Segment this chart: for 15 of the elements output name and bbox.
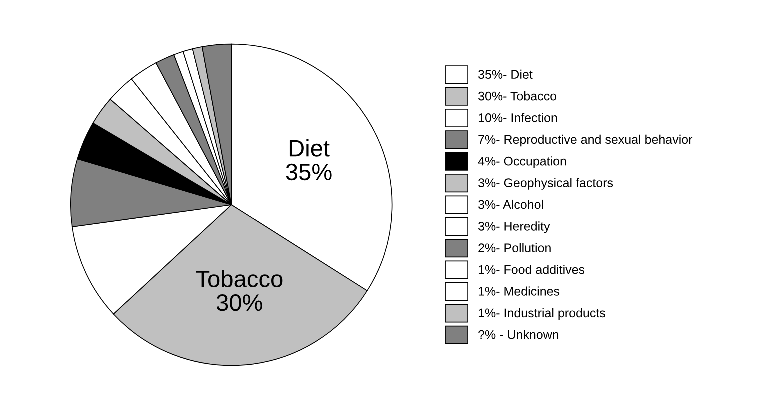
- legend-label: 1%- Industrial products: [478, 308, 606, 320]
- legend-label: 1%- Food additives: [478, 265, 585, 274]
- legend-label: 7%- Reproductive and sexual behavior: [478, 134, 693, 147]
- legend-label: ?% - Unknown: [478, 330, 559, 340]
- legend-label: 4%- Occupation: [478, 156, 566, 168]
- legend-label: 3%- Heredity: [478, 222, 550, 234]
- legend-label: 30%- Tobacco: [478, 92, 556, 101]
- legend-label: 1%- Medicines: [478, 286, 560, 296]
- legend-label: 2%- Pollution: [478, 243, 551, 253]
- legend-label: 35%- Diet: [478, 70, 533, 80]
- legend-label: 3%- Alcohol: [478, 200, 544, 210]
- legend-label: 10%- Infection: [478, 113, 558, 122]
- text: Tobacco 30%: [196, 270, 283, 312]
- legend-label: 3%- Geophysical factors: [478, 178, 614, 190]
- text: Diet 35%: [286, 140, 332, 181]
